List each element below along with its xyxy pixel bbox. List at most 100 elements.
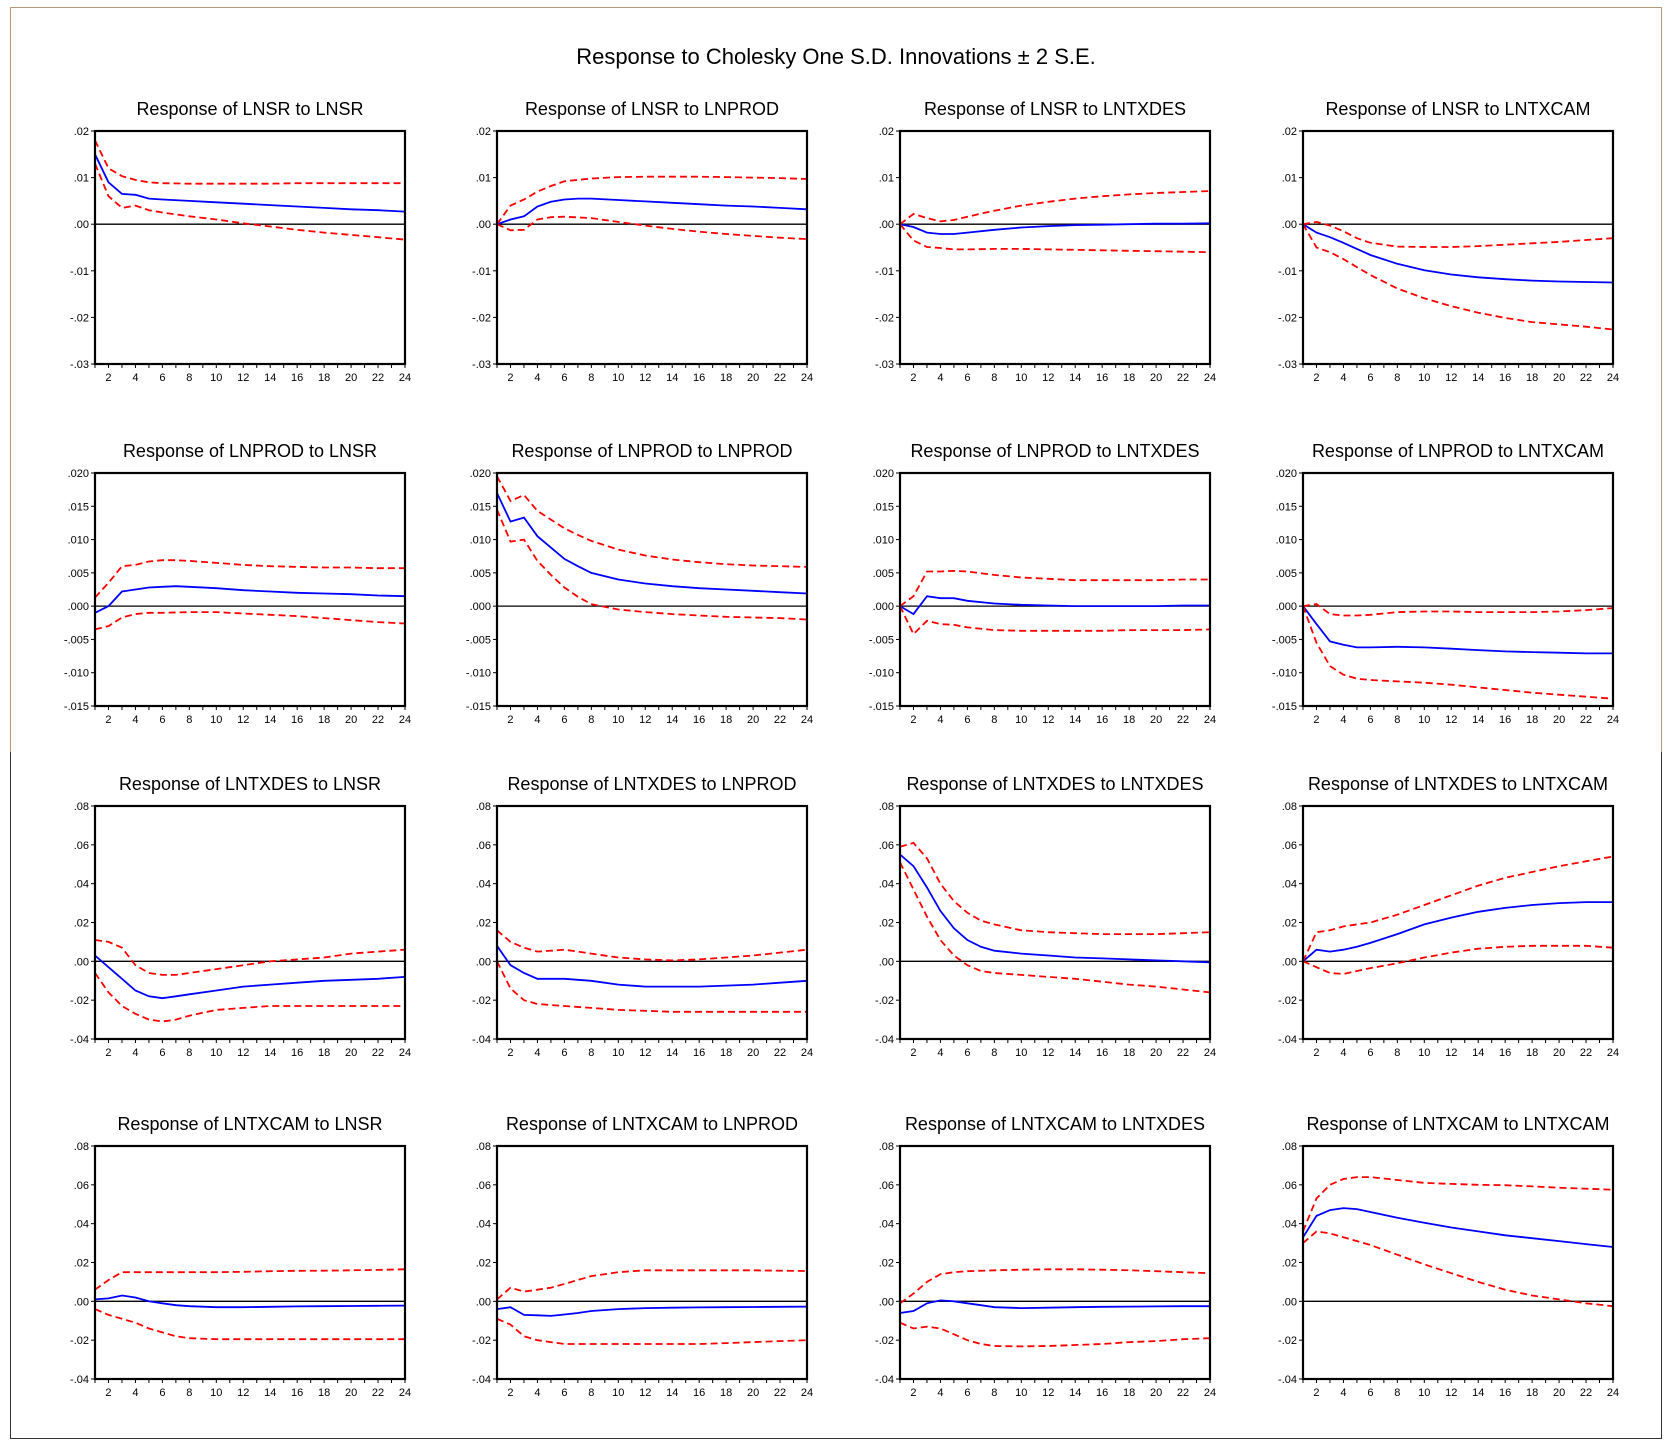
y-tick-label: -.005 (869, 634, 894, 646)
x-tick-label: 4 (937, 714, 943, 726)
x-tick-label: 4 (937, 372, 943, 384)
lower-band-line (899, 223, 1211, 254)
x-tick-label: 22 (372, 372, 384, 384)
x-tick-label: 14 (1472, 714, 1484, 726)
y-tick-label: -.010 (869, 668, 894, 680)
x-tick-label: 14 (1472, 1387, 1484, 1399)
lower-band-line (496, 960, 807, 1013)
y-tick-label: -.02 (70, 312, 89, 324)
y-tick-label: -.04 (875, 1374, 894, 1386)
x-tick-label: 10 (1015, 1387, 1027, 1399)
y-tick-label: .010 (873, 535, 894, 547)
x-tick-label: 10 (1418, 1047, 1430, 1059)
x-tick-label: 14 (1069, 1387, 1081, 1399)
y-tick-label: .02 (74, 126, 89, 138)
y-tick-label: .01 (74, 173, 89, 185)
plot-frame (898, 804, 1212, 1041)
upper-band-line (1302, 855, 1614, 962)
x-tick-label: 18 (318, 714, 330, 726)
panel-title: Response of LNTXCAM to LNTXDES (905, 1114, 1205, 1134)
x-tick-label: 22 (774, 1047, 786, 1059)
response-line (899, 222, 1211, 235)
figure-title: Response to Cholesky One S.D. Innovation… (576, 44, 1096, 69)
x-tick-label: 4 (534, 1047, 540, 1059)
x-tick-label: 24 (1607, 714, 1619, 726)
lower-band-line (94, 611, 406, 631)
y-tick-label: .020 (873, 468, 894, 480)
x-tick-label: 18 (1123, 714, 1135, 726)
panel-title: Response of LNPROD to LNSR (123, 441, 377, 461)
y-tick-label: -.04 (1278, 1034, 1297, 1046)
plot-frame (495, 471, 809, 708)
x-tick-label: 4 (534, 1387, 540, 1399)
lower-band-line (1302, 605, 1614, 700)
y-tick-label: .015 (873, 501, 894, 513)
x-tick-label: 18 (720, 714, 732, 726)
x-tick-label: 12 (1042, 714, 1054, 726)
x-tick-label: 8 (588, 372, 594, 384)
x-tick-label: 6 (159, 714, 165, 726)
x-tick-label: 4 (1340, 1047, 1346, 1059)
response-line (94, 153, 406, 213)
x-tick-label: 6 (159, 1047, 165, 1059)
x-tick-label: 24 (801, 714, 813, 726)
y-tick-label: -.01 (1278, 266, 1297, 278)
x-tick-label: 16 (1499, 1387, 1511, 1399)
y-tick-label: .06 (879, 840, 894, 852)
lower-band-line (1302, 1230, 1614, 1308)
response-line (1302, 1207, 1614, 1248)
x-tick-label: 22 (1177, 1387, 1189, 1399)
x-tick-label: 8 (991, 1047, 997, 1059)
x-tick-label: 14 (264, 1047, 276, 1059)
x-tick-label: 6 (1367, 372, 1373, 384)
y-tick-label: -.005 (64, 634, 89, 646)
response-line (899, 595, 1210, 616)
x-tick-label: 18 (318, 1047, 330, 1059)
y-tick-label: -.010 (64, 668, 89, 680)
x-tick-label: 8 (991, 372, 997, 384)
x-tick-label: 22 (1177, 714, 1189, 726)
x-tick-label: 8 (991, 1387, 997, 1399)
y-tick-label: .08 (1282, 801, 1297, 813)
x-tick-label: 20 (345, 1047, 357, 1059)
x-tick-label: 20 (345, 1387, 357, 1399)
y-tick-label: -.015 (869, 701, 894, 713)
x-tick-label: 24 (399, 714, 411, 726)
x-tick-label: 6 (159, 1387, 165, 1399)
x-tick-label: 24 (1204, 1047, 1216, 1059)
y-tick-label: -.02 (70, 1335, 89, 1347)
x-tick-label: 16 (1499, 714, 1511, 726)
irf-panel-4: Response of LNSR to LNTXCAM .02 .01 .00 -.01… (1278, 99, 1619, 384)
x-tick-label: 16 (1096, 1387, 1108, 1399)
panel-title: Response of LNPROD to LNTXCAM (1312, 441, 1604, 461)
lower-band-line (94, 163, 406, 241)
x-tick-label: 14 (1069, 372, 1081, 384)
response-line (496, 197, 808, 226)
x-tick-label: 6 (1367, 714, 1373, 726)
x-tick-label: 18 (1526, 1047, 1538, 1059)
y-tick-label: -.04 (875, 1034, 894, 1046)
panel-title: Response of LNSR to LNTXDES (924, 99, 1186, 119)
upper-band-line (94, 939, 406, 976)
x-tick-label: 18 (1526, 714, 1538, 726)
x-tick-label: 16 (291, 372, 303, 384)
x-tick-label: 24 (1607, 1047, 1619, 1059)
y-tick-label: -.005 (466, 634, 491, 646)
x-tick-label: 10 (210, 1047, 222, 1059)
y-tick-label: -.010 (466, 668, 491, 680)
plot-frame (898, 471, 1212, 708)
response-line (899, 1299, 1210, 1314)
x-tick-label: 2 (507, 1047, 513, 1059)
panel-title: Response of LNTXCAM to LNSR (117, 1114, 382, 1134)
x-tick-label: 2 (507, 714, 513, 726)
y-tick-label: .020 (1276, 468, 1297, 480)
x-tick-label: 14 (666, 372, 678, 384)
x-tick-label: 20 (1150, 372, 1162, 384)
y-tick-label: .010 (1276, 535, 1297, 547)
y-tick-label: .00 (476, 1296, 491, 1308)
y-tick-label: .04 (74, 879, 89, 891)
y-tick-label: -.02 (875, 995, 894, 1007)
x-tick-label: 10 (612, 372, 624, 384)
x-tick-label: 10 (1418, 714, 1430, 726)
x-tick-label: 2 (507, 1387, 513, 1399)
